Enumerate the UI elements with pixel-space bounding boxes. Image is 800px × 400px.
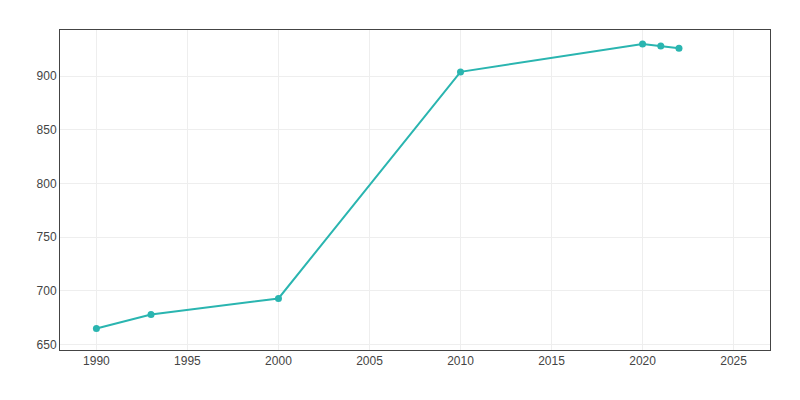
svg-text:2000: 2000 — [265, 354, 292, 368]
svg-text:2005: 2005 — [356, 354, 383, 368]
svg-text:1995: 1995 — [174, 354, 201, 368]
svg-text:850: 850 — [37, 123, 57, 137]
svg-text:2015: 2015 — [538, 354, 565, 368]
svg-text:2025: 2025 — [720, 354, 747, 368]
svg-text:900: 900 — [37, 69, 57, 83]
svg-text:750: 750 — [37, 230, 57, 244]
svg-text:2020: 2020 — [629, 354, 656, 368]
svg-text:800: 800 — [37, 177, 57, 191]
svg-text:1990: 1990 — [83, 354, 110, 368]
svg-text:650: 650 — [37, 338, 57, 352]
svg-text:700: 700 — [37, 284, 57, 298]
svg-text:2010: 2010 — [447, 354, 474, 368]
